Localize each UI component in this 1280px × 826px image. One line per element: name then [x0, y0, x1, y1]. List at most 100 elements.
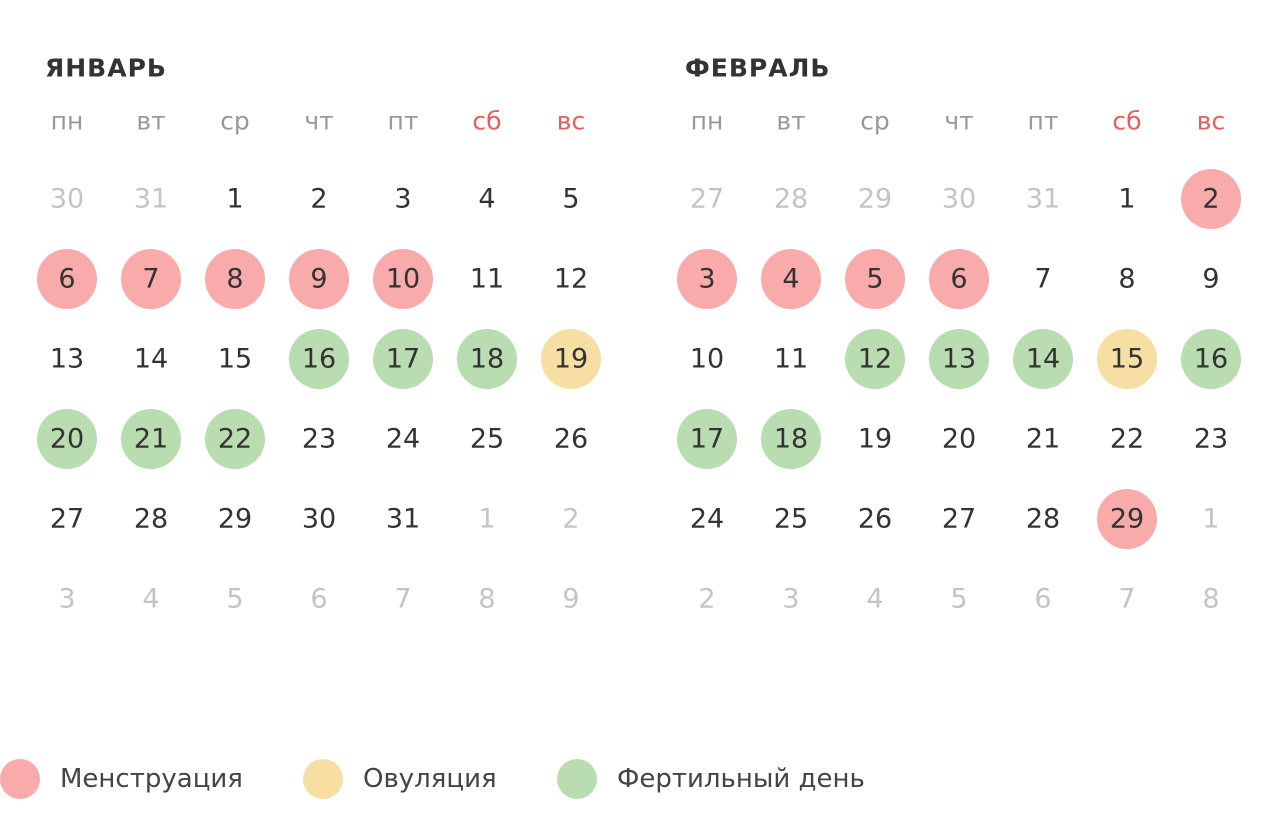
day-marker — [1097, 329, 1157, 389]
day-number: 19 — [858, 424, 892, 455]
day-number: 29 — [1110, 504, 1144, 535]
day-number: 15 — [218, 344, 252, 375]
day-number: 28 — [134, 504, 168, 535]
day-marker — [205, 249, 265, 309]
day-number: 5 — [226, 584, 243, 615]
day-marker — [121, 249, 181, 309]
day-marker — [373, 329, 433, 389]
day-number: 22 — [218, 424, 252, 455]
day-number: 19 — [554, 344, 588, 375]
day-number: 20 — [50, 424, 84, 455]
day-marker — [761, 249, 821, 309]
day-number: 6 — [58, 264, 75, 295]
weekday-label: вт — [776, 107, 805, 136]
weekday-label: пт — [388, 107, 419, 136]
weekday-label: пн — [51, 107, 84, 136]
day-marker — [289, 329, 349, 389]
day-number: 18 — [774, 424, 808, 455]
day-number: 5 — [866, 264, 883, 295]
day-marker — [121, 409, 181, 469]
day-number: 1 — [1118, 184, 1135, 215]
legend-label: Менструация — [60, 764, 243, 794]
day-number: 6 — [310, 584, 327, 615]
day-number: 5 — [562, 184, 579, 215]
day-number: 5 — [950, 584, 967, 615]
day-number: 30 — [942, 184, 976, 215]
day-marker — [677, 409, 737, 469]
day-number: 23 — [302, 424, 336, 455]
day-number: 3 — [698, 264, 715, 295]
legend-label: Фертильный день — [617, 764, 865, 794]
day-number: 30 — [50, 184, 84, 215]
day-number: 11 — [470, 264, 504, 295]
day-number: 16 — [302, 344, 336, 375]
weekday-label: пт — [1028, 107, 1059, 136]
day-marker — [1097, 489, 1157, 549]
day-number: 9 — [1202, 264, 1219, 295]
day-number: 31 — [1026, 184, 1060, 215]
day-number: 4 — [782, 264, 799, 295]
day-number: 31 — [134, 184, 168, 215]
day-number: 1 — [478, 504, 495, 535]
day-number: 2 — [1202, 184, 1219, 215]
day-marker — [1181, 329, 1241, 389]
day-number: 1 — [1202, 504, 1219, 535]
day-marker — [457, 329, 517, 389]
day-marker — [205, 409, 265, 469]
day-marker — [289, 249, 349, 309]
day-number: 14 — [134, 344, 168, 375]
weekday-label: вт — [136, 107, 165, 136]
day-number: 7 — [142, 264, 159, 295]
day-number: 21 — [134, 424, 168, 455]
day-number: 7 — [1118, 584, 1135, 615]
day-marker — [1013, 329, 1073, 389]
day-number: 27 — [50, 504, 84, 535]
day-number: 12 — [554, 264, 588, 295]
day-marker — [37, 409, 97, 469]
day-number: 8 — [478, 584, 495, 615]
day-number: 29 — [218, 504, 252, 535]
day-marker — [845, 329, 905, 389]
day-number: 6 — [1034, 584, 1051, 615]
day-number: 25 — [774, 504, 808, 535]
weekday-label: чт — [944, 107, 973, 136]
day-number: 10 — [690, 344, 724, 375]
day-number: 9 — [310, 264, 327, 295]
day-number: 2 — [310, 184, 327, 215]
day-number: 29 — [858, 184, 892, 215]
day-number: 3 — [394, 184, 411, 215]
day-number: 25 — [470, 424, 504, 455]
day-number: 3 — [58, 584, 75, 615]
day-number: 7 — [1034, 264, 1051, 295]
legend-label: Овуляция — [363, 764, 497, 794]
day-number: 8 — [1118, 264, 1135, 295]
day-number: 11 — [774, 344, 808, 375]
day-number: 31 — [386, 504, 420, 535]
day-number: 27 — [942, 504, 976, 535]
day-number: 2 — [698, 584, 715, 615]
day-number: 30 — [302, 504, 336, 535]
month-title: ФЕВРАЛЬ — [685, 54, 830, 83]
day-number: 8 — [1202, 584, 1219, 615]
day-number: 4 — [142, 584, 159, 615]
day-number: 17 — [386, 344, 420, 375]
day-number: 17 — [690, 424, 724, 455]
day-number: 8 — [226, 264, 243, 295]
day-number: 21 — [1026, 424, 1060, 455]
day-marker — [929, 249, 989, 309]
day-number: 26 — [554, 424, 588, 455]
day-number: 15 — [1110, 344, 1144, 375]
day-number: 22 — [1110, 424, 1144, 455]
day-number: 6 — [950, 264, 967, 295]
day-number: 28 — [774, 184, 808, 215]
day-number: 18 — [470, 344, 504, 375]
weekday-label: сб — [472, 107, 501, 136]
weekday-label: пн — [691, 107, 724, 136]
weekday-label: вс — [1197, 107, 1225, 136]
day-marker — [929, 329, 989, 389]
day-number: 24 — [690, 504, 724, 535]
weekday-label: ср — [860, 107, 890, 136]
day-number: 20 — [942, 424, 976, 455]
day-marker — [373, 249, 433, 309]
legend-swatch — [0, 759, 40, 799]
